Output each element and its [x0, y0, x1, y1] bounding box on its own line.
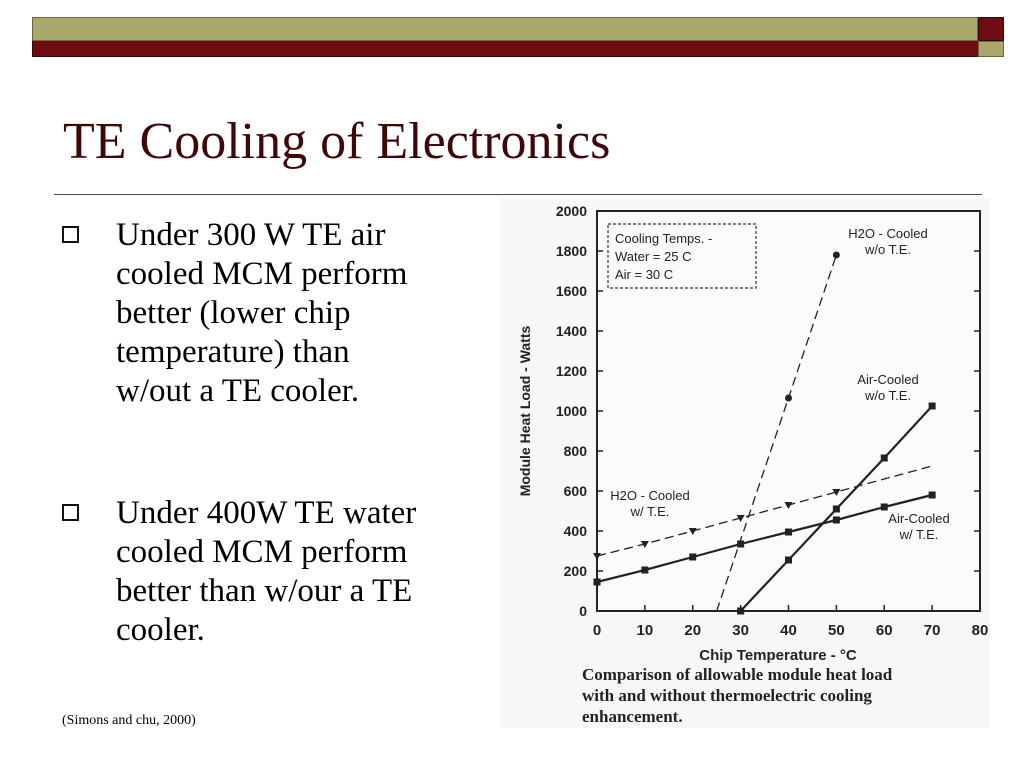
- series-label: w/ T.E.: [899, 527, 939, 542]
- series-label: w/o T.E.: [864, 242, 911, 257]
- data-point: [737, 540, 745, 548]
- corner-ornament-bottom: [978, 41, 1004, 57]
- data-point: [832, 489, 841, 496]
- chart-caption-line: with and without thermoelectric cooling: [582, 686, 872, 705]
- y-tick-label: 2000: [556, 203, 587, 219]
- heat-load-chart: 0 200 400 600 800 1000 1200 1400 1600 1800 2000 0 10…: [500, 198, 990, 728]
- x-tick-label: 20: [684, 622, 701, 639]
- data-point: [928, 491, 936, 499]
- data-point: [785, 556, 792, 564]
- plot-frame: [596, 210, 981, 612]
- x-tick-label: 0: [593, 622, 601, 639]
- data-point: [832, 505, 840, 513]
- bullet-text: Under 300 W TE air cooled MCM perform be…: [116, 217, 408, 409]
- data-point: [832, 516, 840, 524]
- data-point: [784, 502, 793, 509]
- y-tick-label: 1600: [556, 283, 587, 299]
- data-point: [832, 251, 840, 259]
- corner-ornament-top: [978, 17, 1004, 41]
- y-tick-label: 1200: [556, 363, 587, 379]
- x-tick-label: 30: [732, 622, 749, 639]
- header-bar-olive: [32, 17, 978, 41]
- y-tick-label: 1400: [556, 323, 587, 339]
- y-tick-label: 400: [564, 523, 588, 539]
- data-point: [593, 578, 601, 586]
- cooling-temps-line: Air = 30 C: [615, 267, 673, 282]
- series-label: H2O - Cooled: [610, 488, 689, 503]
- y-tick-label: 800: [564, 443, 588, 459]
- cooling-temps-line: Water = 25 C: [615, 249, 691, 264]
- data-point: [641, 566, 649, 574]
- series-label: H2O - Cooled: [848, 226, 927, 241]
- data-point: [785, 528, 792, 536]
- slide-title: TE Cooling of Electronics: [63, 113, 611, 170]
- y-tick-label: 1000: [556, 403, 587, 419]
- data-point: [880, 503, 888, 511]
- x-tick-label: 50: [828, 622, 845, 639]
- chart-caption-line: Comparison of allowable module heat load: [582, 665, 893, 684]
- series-line: [596, 493, 933, 584]
- cooling-temps-line: Cooling Temps. -: [615, 231, 712, 246]
- data-point: [785, 394, 792, 402]
- bullet-text: Under 400W TE water cooled MCM perform b…: [116, 495, 417, 648]
- x-axis-label: Chip Temperature - °C: [699, 647, 857, 664]
- x-tick-label: 70: [924, 622, 941, 639]
- y-tick-label: 200: [564, 563, 588, 579]
- data-point: [928, 402, 936, 410]
- x-tick-label: 80: [972, 622, 989, 639]
- cooling-temps-box: [607, 223, 757, 289]
- y-tick-label: 1800: [556, 243, 587, 259]
- data-point: [593, 553, 601, 560]
- series-label: w/ T.E.: [630, 504, 670, 519]
- title-divider: [54, 194, 982, 195]
- series-label: Air-Cooled: [857, 372, 918, 387]
- series-label: w/o T.E.: [864, 388, 911, 403]
- chart-caption-line: enhancement.: [582, 707, 683, 726]
- y-tick-label: 600: [564, 483, 588, 499]
- square-bullet-icon: [62, 504, 79, 521]
- header-bar-maroon: [32, 41, 978, 57]
- square-bullet-icon: [62, 226, 79, 243]
- citation: (Simons and chu, 2000): [62, 713, 196, 728]
- x-tick-label: 10: [637, 622, 654, 639]
- series-label: Air-Cooled: [888, 511, 949, 526]
- data-point: [688, 528, 697, 535]
- x-tick-label: 60: [876, 622, 893, 639]
- data-point: [737, 607, 745, 615]
- data-point: [640, 541, 649, 548]
- y-axis-label: Module Heat Load - Watts: [517, 325, 533, 496]
- data-point: [689, 553, 697, 561]
- x-tick-label: 40: [780, 622, 797, 639]
- y-tick-label: 0: [579, 603, 587, 619]
- data-point: [880, 454, 888, 462]
- data-point: [736, 515, 745, 522]
- corner-ornament: [978, 17, 1004, 57]
